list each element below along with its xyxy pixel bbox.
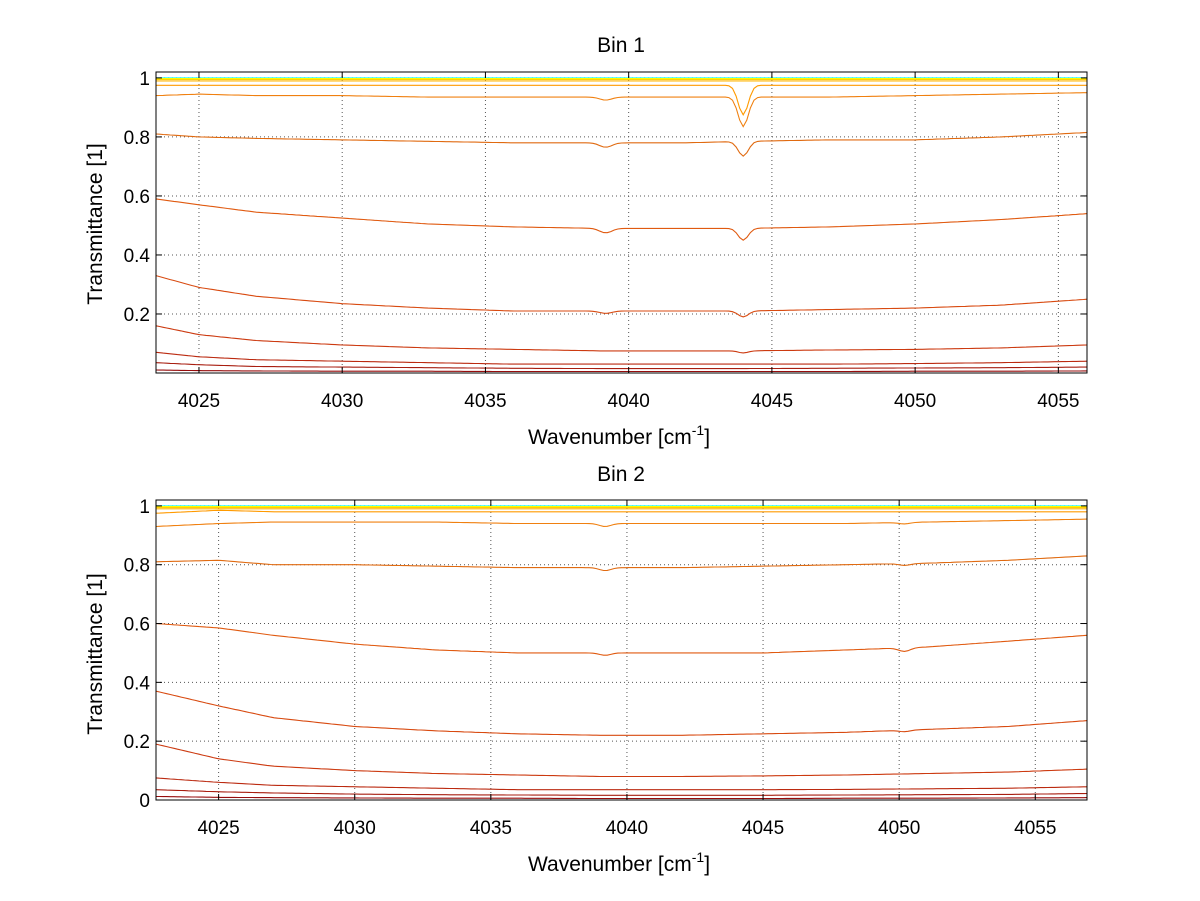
plot-title: Bin 1 [597,34,645,57]
x-tick-label: 4025 [197,818,239,839]
x-tick-label: 4045 [742,818,784,839]
series-line [156,84,1087,116]
series-line [155,518,1088,528]
y-axis-ticks: 0.2 0.4 0.6 0.8 1 [124,69,1087,326]
x-tick-label: 4045 [751,391,793,412]
series-line [155,131,1088,157]
series-line [155,789,1088,796]
y-tick-label: 0.8 [124,556,150,577]
series-line [155,275,1088,318]
x-tick-label: 4055 [1014,818,1056,839]
plot-bin-2: Bin 2 4025 4030 4035 4040 4045 4050 4055 00.20… [84,463,1088,876]
series-lines [155,505,1088,800]
series-line [155,690,1088,736]
series-line [155,92,1087,128]
plot-frame [155,71,1088,374]
series-line [155,198,1088,241]
x-axis-ticks: 4025 4030 4035 4040 4045 4050 4055 [197,500,1056,839]
y-axis-label: Transmittance [1] [84,573,107,734]
series-line [156,795,1088,800]
x-axis-ticks: 4025 4030 4035 4040 4045 4050 4055 [178,72,1079,412]
x-tick-label: 4040 [608,391,650,412]
y-tick-label: 1 [139,497,150,518]
x-axis-label: Wavenumber [cm-1] [528,422,710,449]
x-tick-label: 4025 [178,391,220,412]
x-tick-label: 4040 [606,818,648,839]
y-tick-label: 0.2 [124,305,150,326]
series-line [155,351,1088,365]
y-tick-label: 0.4 [124,246,151,267]
x-tick-label: 4030 [321,391,363,412]
series-line [155,555,1088,572]
plot-frame [155,499,1088,801]
series-lines [155,77,1088,373]
y-tick-label: 0.4 [124,673,151,694]
x-tick-label: 4055 [1037,391,1079,412]
series-line [155,777,1087,791]
series-line [155,509,1087,514]
series-line [155,369,1087,373]
y-tick-label: 1 [139,69,150,90]
series-line [155,362,1087,370]
x-tick-label: 4035 [470,818,512,839]
x-tick-label: 4030 [334,818,376,839]
y-tick-label: 0.2 [124,732,150,753]
x-tick-label: 4050 [878,818,920,839]
y-axis-ticks: 0 0.2 0.4 0.6 0.8 1 [124,497,1087,812]
series-line [155,622,1088,656]
x-axis-label: Wavenumber [cm-1] [528,849,710,876]
x-tick-label: 4050 [894,391,936,412]
y-axis-label: Transmittance [1] [84,143,107,304]
y-tick-label: 0.6 [124,187,150,208]
series-line [155,325,1088,354]
plot-bin-1: Bin 1 4025 4030 4035 4040 4045 4050 4055 0.20.… [84,34,1088,449]
x-tick-label: 4035 [464,391,506,412]
plot-title: Bin 2 [597,463,645,486]
y-tick-label: 0.8 [124,128,150,149]
series-line [155,743,1088,778]
y-tick-label: 0 [139,791,150,812]
y-tick-label: 0.6 [124,615,150,636]
